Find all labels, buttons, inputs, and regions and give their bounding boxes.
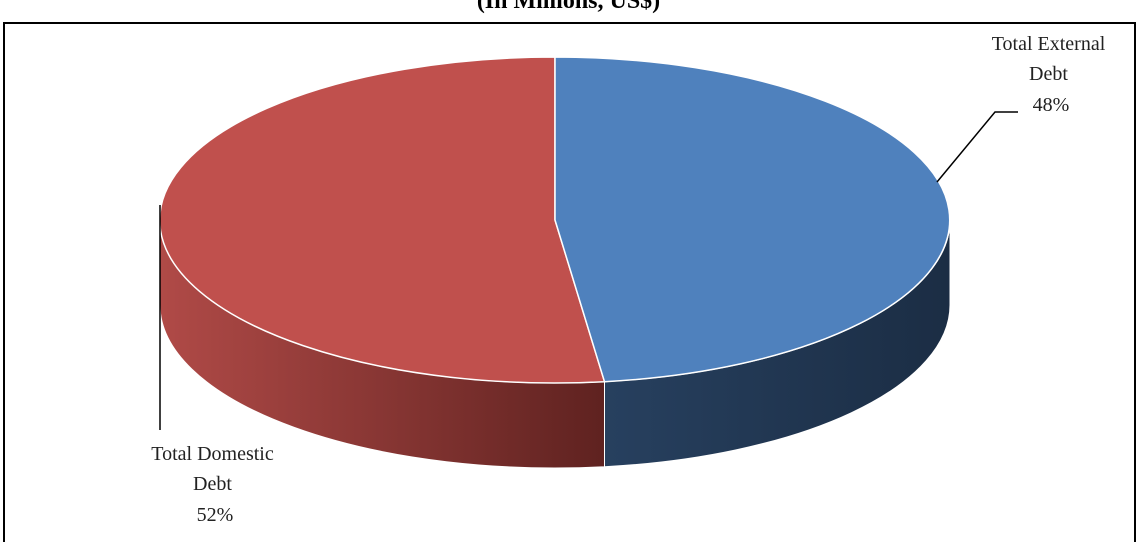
pie-slice-external [554,56,951,383]
data-label-external: Total External Debt 48% [992,33,1111,116]
leader-line-external [936,111,1018,183]
chart-title: (In Millions, US$) [476,0,661,14]
pie-chart: Total External Debt 48% Total Domestic D… [151,33,1111,523]
data-label-domestic: Total Domestic Debt 52% [151,443,278,523]
chart-frame [3,22,1136,542]
